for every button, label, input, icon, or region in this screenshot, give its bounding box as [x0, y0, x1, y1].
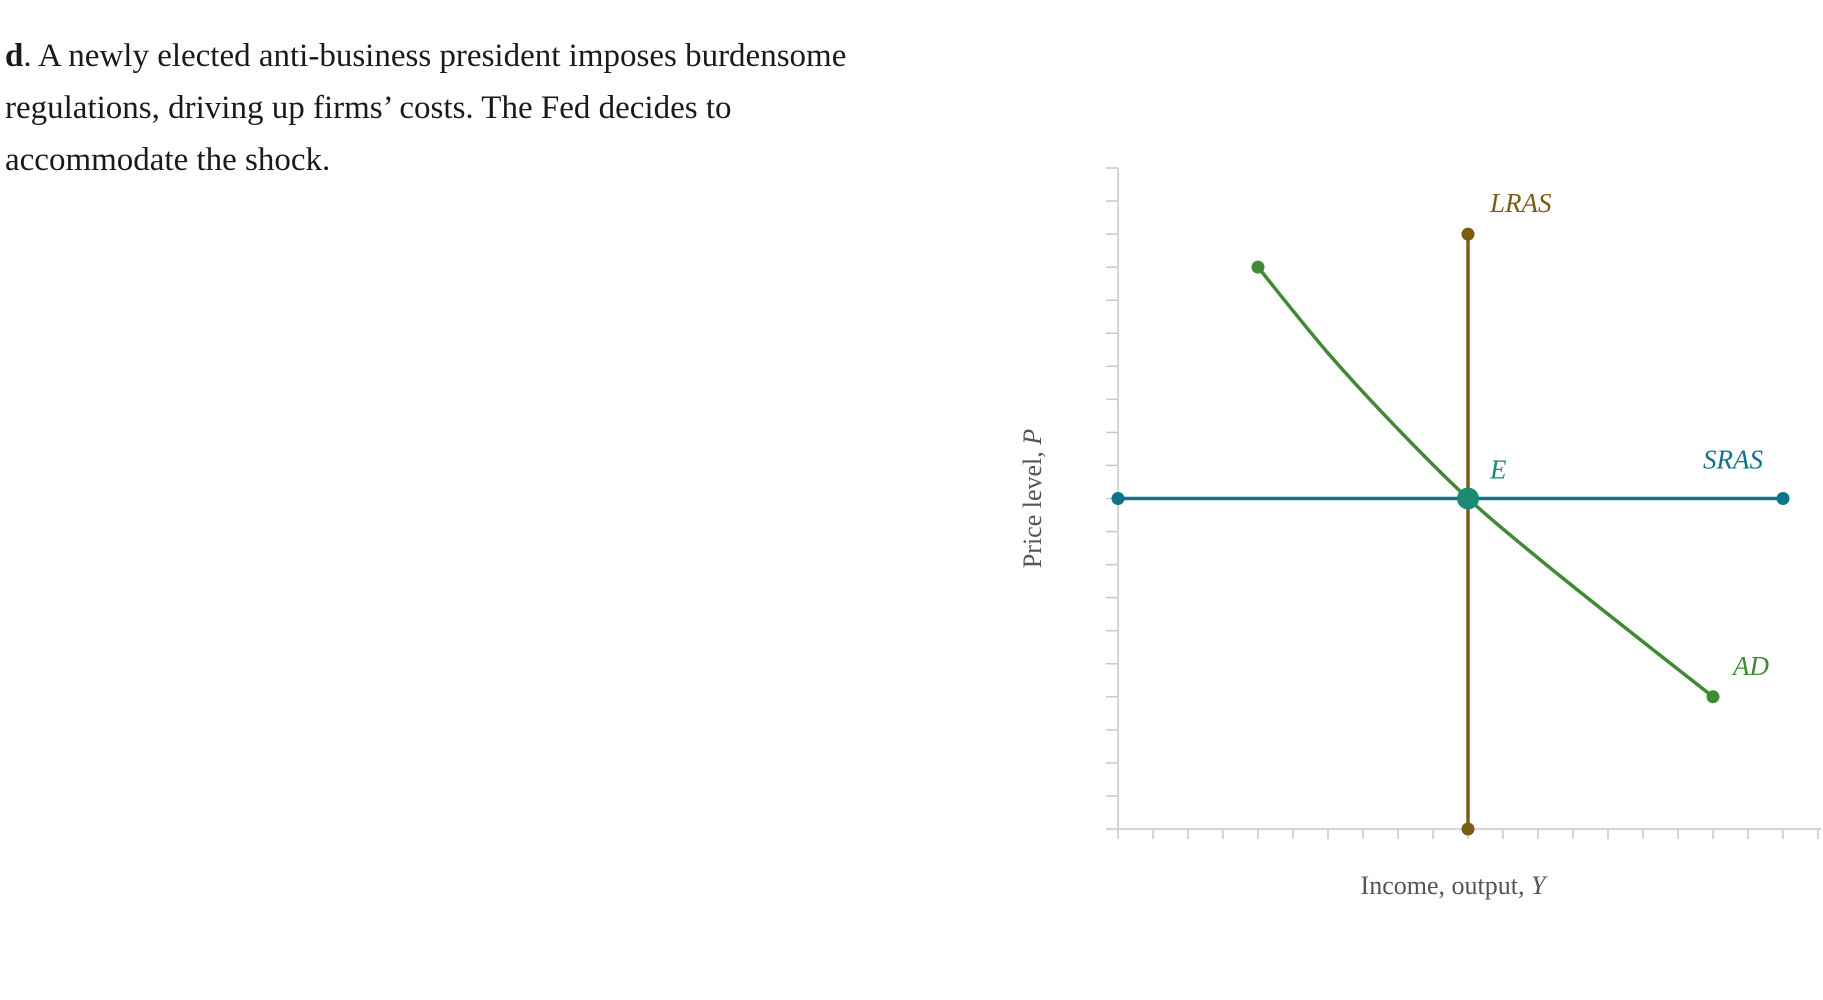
- lras-endpoint-end: [1461, 822, 1475, 836]
- x-axis-ticks: [1117, 829, 1819, 839]
- x-axis-label-variable: Y: [1531, 871, 1548, 900]
- y-axis-label: Price level, P: [1018, 429, 1047, 568]
- x-axis-label-text: Income, output,: [1361, 871, 1531, 900]
- sras-endpoint-start: [1111, 492, 1125, 505]
- x-axis-label: Income, output, Y: [1361, 871, 1548, 900]
- ad-curve: [1256, 266, 1715, 699]
- lras-label: LRAS: [1489, 188, 1552, 218]
- question-body: . A newly elected anti-business presiden…: [5, 38, 847, 178]
- equilibrium-point-e: [1457, 487, 1479, 510]
- curve-labels: LRAS SRAS AD E: [1489, 188, 1769, 681]
- lras-endpoint-start: [1461, 227, 1475, 241]
- ad-endpoint-start: [1251, 260, 1265, 274]
- sras-label: SRAS: [1703, 445, 1763, 475]
- ad-endpoint-end: [1706, 690, 1720, 704]
- y-axis-label-variable: P: [1018, 429, 1047, 446]
- ad-label: AD: [1731, 651, 1769, 681]
- question-letter: d: [5, 38, 24, 74]
- equilibrium-label-e: E: [1489, 455, 1507, 485]
- curves: [1111, 227, 1790, 836]
- sras-endpoint-end: [1776, 492, 1790, 505]
- y-axis-label-text: Price level,: [1018, 445, 1047, 568]
- question-text: d. A newly elected anti-business preside…: [5, 30, 855, 186]
